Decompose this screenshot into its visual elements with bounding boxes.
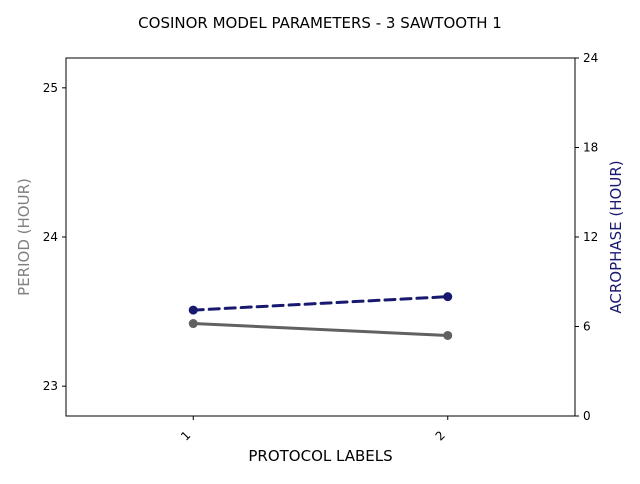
y-right-tick-label: 24 (583, 51, 598, 65)
y-axis-right-label: ACROPHASE (HOUR) (607, 160, 625, 313)
y-axis-left-label: PERIOD (HOUR) (15, 178, 33, 296)
series-1-point (188, 319, 198, 329)
y-left-tick-label: 24 (43, 230, 58, 244)
y-right-tick-label: 12 (583, 230, 598, 244)
series-2-point (188, 305, 198, 315)
y-left-tick-label: 23 (43, 379, 58, 393)
y-right-tick-label: 0 (583, 409, 591, 423)
series-2-point (443, 292, 453, 302)
y-left-tick-label: 25 (43, 81, 58, 95)
chart-title: COSINOR MODEL PARAMETERS - 3 SAWTOOTH 1 (138, 14, 502, 32)
y-right-tick-label: 6 (583, 320, 591, 334)
series-1-point (443, 330, 453, 340)
y-right-tick-label: 18 (583, 141, 598, 155)
plot-marks (188, 292, 453, 340)
series-1-line (191, 322, 450, 337)
plot-frame (65, 57, 576, 417)
series-2-line (191, 295, 450, 312)
x-axis-label: PROTOCOL LABELS (248, 447, 392, 465)
